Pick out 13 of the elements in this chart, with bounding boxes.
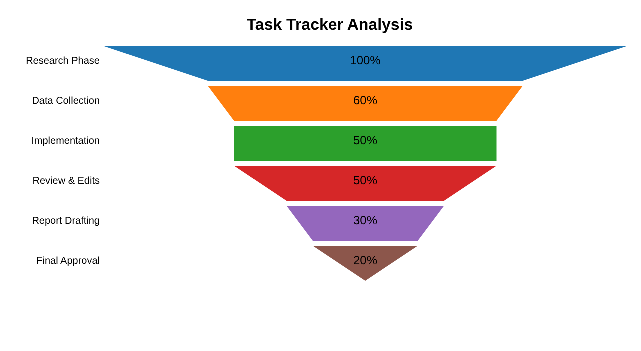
category-label: Implementation [32, 136, 100, 148]
data-label: 50% [353, 134, 378, 148]
category-label: Final Approval [36, 256, 100, 268]
data-label: 20% [353, 254, 378, 268]
data-label: 100% [350, 54, 382, 68]
data-label: 50% [353, 174, 378, 188]
category-label: Report Drafting [32, 216, 100, 228]
data-label: 60% [353, 94, 378, 108]
text: Task Tracker Analysis [246, 17, 414, 34]
category-label: Review & Edits [32, 176, 100, 188]
category-label: Research Phase [26, 56, 100, 68]
data-label: 30% [353, 214, 378, 228]
category-label: Data Collection [32, 96, 100, 108]
